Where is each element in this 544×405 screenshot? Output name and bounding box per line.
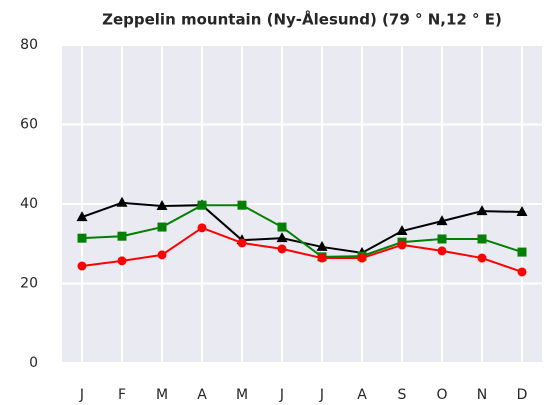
marker (117, 231, 127, 241)
marker (517, 267, 527, 277)
marker (77, 261, 87, 271)
marker (277, 222, 287, 232)
marker (357, 253, 367, 263)
y-tick-label: 20 (20, 276, 38, 292)
x-tick-label: M (156, 387, 168, 403)
marker (237, 238, 247, 248)
chart-title: Zeppelin mountain (Ny-Ålesund) (79 ° N,1… (102, 10, 502, 29)
marker (517, 247, 527, 257)
x-tick-label: N (477, 387, 487, 403)
series-line (81, 226, 523, 273)
marker (156, 199, 168, 210)
x-tick-label: A (357, 387, 367, 403)
marker (276, 232, 288, 243)
marker (516, 205, 528, 216)
marker (77, 233, 87, 243)
marker (197, 223, 207, 233)
x-tick-label: D (517, 387, 528, 403)
marker (437, 234, 447, 244)
marker (317, 253, 327, 263)
y-tick-label: 40 (20, 196, 38, 212)
marker (316, 240, 328, 251)
marker (157, 250, 167, 260)
x-tick-label: F (118, 387, 126, 403)
marker (76, 211, 88, 222)
marker (117, 256, 127, 266)
marker (396, 225, 408, 236)
series-line (81, 204, 523, 258)
marker (197, 200, 207, 210)
y-tick-label: 80 (20, 37, 38, 53)
x-tick-label: O (436, 387, 447, 403)
marker (157, 222, 167, 232)
marker (397, 240, 407, 250)
marker (477, 253, 487, 263)
y-tick-label: 60 (20, 117, 38, 133)
x-tick-label: J (319, 387, 324, 403)
marker (277, 244, 287, 254)
marker (116, 196, 128, 207)
x-tick-label: S (398, 387, 407, 403)
x-tick-label: A (197, 387, 207, 403)
marker (437, 246, 447, 256)
y-tick-label: 0 (29, 355, 38, 371)
marker (436, 215, 448, 226)
x-tick-label: J (79, 387, 84, 403)
marker (237, 200, 247, 210)
marker (477, 234, 487, 244)
x-tick-label: J (279, 387, 284, 403)
x-tick-label: M (236, 387, 248, 403)
marker (476, 205, 488, 216)
